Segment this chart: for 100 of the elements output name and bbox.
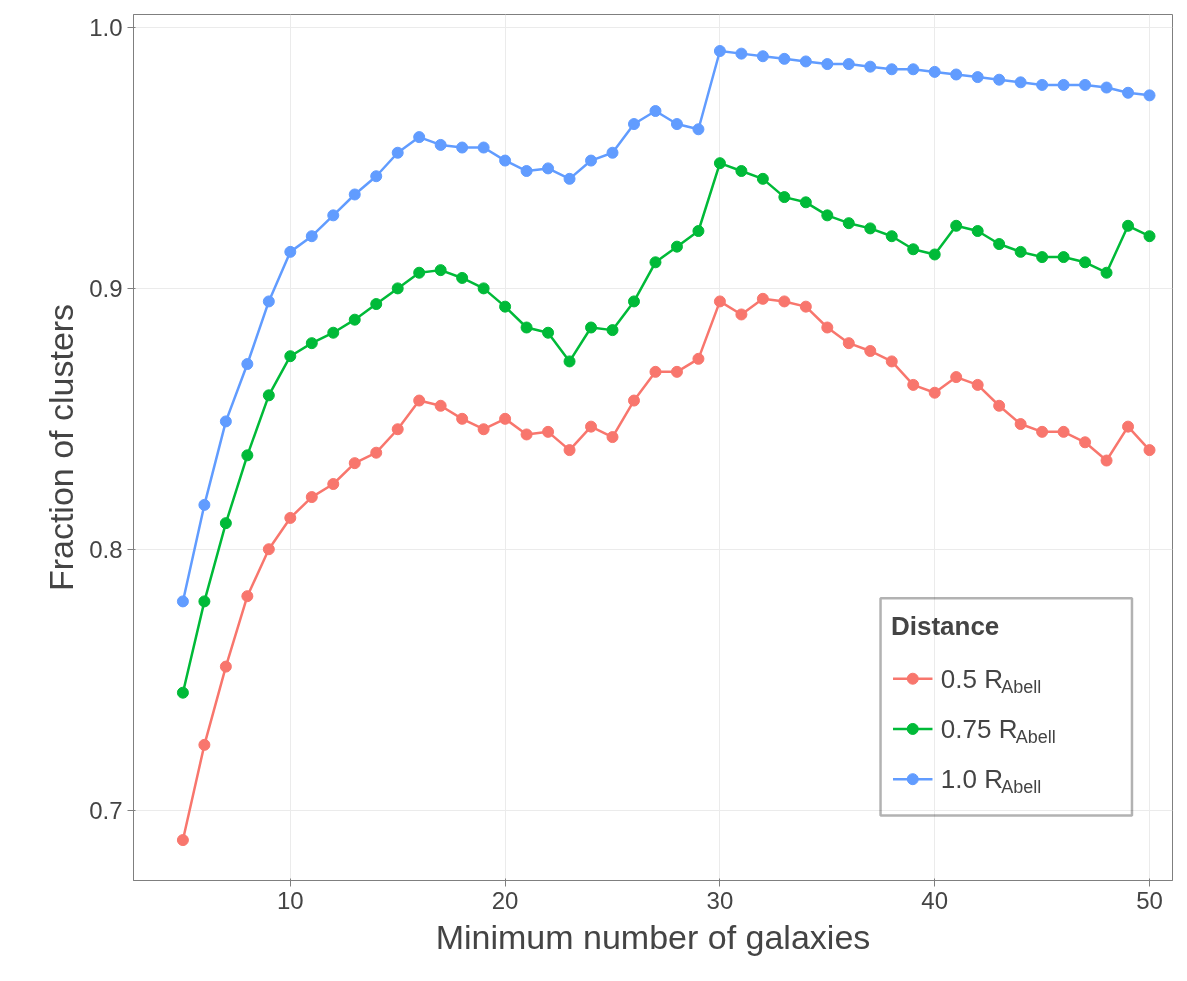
y-tick-label: 0.7 xyxy=(89,796,123,824)
point xyxy=(1014,76,1027,89)
point xyxy=(821,209,834,222)
point xyxy=(950,68,963,81)
point xyxy=(864,222,877,235)
point xyxy=(1036,425,1049,438)
point xyxy=(391,146,404,159)
point xyxy=(305,337,318,350)
x-tick-label: 10 xyxy=(276,886,304,914)
point xyxy=(907,378,920,391)
point xyxy=(756,50,769,63)
point xyxy=(327,209,340,222)
point xyxy=(284,245,297,258)
point xyxy=(692,225,705,237)
point xyxy=(799,300,812,313)
point xyxy=(606,431,619,444)
point xyxy=(391,423,404,436)
point xyxy=(842,217,855,230)
point xyxy=(778,191,791,204)
point xyxy=(198,738,211,751)
point xyxy=(1100,454,1113,467)
point xyxy=(971,225,984,237)
point xyxy=(241,358,254,371)
point xyxy=(241,449,254,462)
legend-title: Distance xyxy=(890,610,1000,641)
point xyxy=(1079,256,1092,269)
point xyxy=(735,165,748,177)
point xyxy=(778,52,791,65)
point xyxy=(1122,219,1135,232)
point xyxy=(864,60,877,73)
point xyxy=(1014,418,1027,431)
point xyxy=(885,355,898,368)
point xyxy=(799,196,812,209)
x-tick-label: 50 xyxy=(1136,886,1163,914)
point xyxy=(305,491,318,504)
point xyxy=(434,138,447,151)
point xyxy=(585,154,598,167)
point xyxy=(327,326,340,339)
point xyxy=(585,420,598,433)
point xyxy=(928,248,941,261)
point xyxy=(563,355,576,368)
point xyxy=(756,292,769,305)
point xyxy=(799,55,812,68)
point xyxy=(198,595,211,608)
point xyxy=(670,240,683,253)
point xyxy=(1143,89,1156,102)
point xyxy=(993,238,1006,251)
point xyxy=(542,326,555,339)
point xyxy=(219,517,232,530)
point xyxy=(842,58,855,71)
point xyxy=(413,266,426,279)
point xyxy=(821,321,834,334)
point xyxy=(198,498,211,511)
point xyxy=(1122,420,1135,433)
point xyxy=(413,131,426,144)
point xyxy=(756,172,769,185)
point xyxy=(284,511,297,524)
point xyxy=(1057,251,1070,264)
point xyxy=(1057,425,1070,438)
point xyxy=(456,141,469,154)
point xyxy=(284,350,297,363)
point xyxy=(1036,251,1049,264)
x-axis-title: Minimum number of galaxies xyxy=(435,917,871,956)
point xyxy=(735,47,748,60)
point xyxy=(477,423,490,436)
point xyxy=(713,295,726,308)
point xyxy=(176,595,189,608)
point xyxy=(563,444,576,457)
point xyxy=(219,415,232,428)
point xyxy=(176,686,189,699)
point xyxy=(262,543,275,556)
point xyxy=(370,170,383,183)
point xyxy=(348,188,361,201)
point xyxy=(456,271,469,284)
point xyxy=(907,63,920,76)
point xyxy=(971,71,984,84)
point xyxy=(1057,78,1070,91)
point xyxy=(542,162,555,175)
point xyxy=(842,337,855,350)
point xyxy=(499,300,512,313)
point xyxy=(370,298,383,311)
point xyxy=(885,63,898,76)
point xyxy=(692,123,705,136)
point xyxy=(649,105,662,117)
point xyxy=(477,282,490,295)
point xyxy=(778,295,791,308)
point xyxy=(1143,230,1156,243)
point xyxy=(821,58,834,71)
point xyxy=(1143,444,1156,457)
point xyxy=(434,264,447,277)
y-tick-label: 1.0 xyxy=(89,14,123,42)
point xyxy=(563,172,576,185)
point xyxy=(1079,436,1092,449)
x-tick-label: 20 xyxy=(491,886,519,914)
point xyxy=(391,282,404,295)
point xyxy=(348,457,361,470)
point xyxy=(520,165,533,177)
point xyxy=(950,219,963,232)
point xyxy=(713,157,726,170)
point xyxy=(928,65,941,78)
